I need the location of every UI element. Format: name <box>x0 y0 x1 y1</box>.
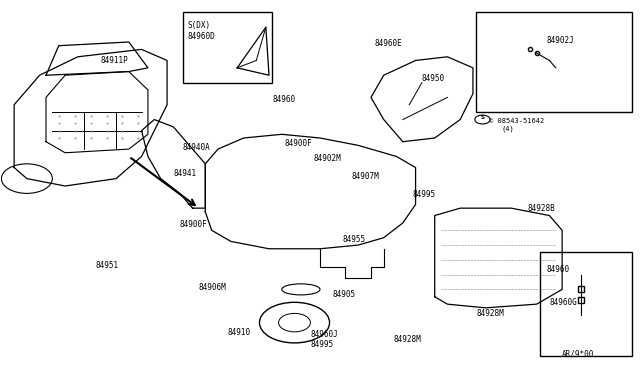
Text: 84960J
84995: 84960J 84995 <box>310 330 338 349</box>
Text: 84905: 84905 <box>333 291 356 299</box>
Text: (4): (4) <box>502 125 515 132</box>
Text: 84960E: 84960E <box>374 39 402 48</box>
Text: 84900F: 84900F <box>285 139 313 148</box>
Text: 84900F: 84900F <box>180 220 207 229</box>
Bar <box>183 13 272 83</box>
Text: 84995: 84995 <box>412 190 436 199</box>
Text: 84941: 84941 <box>173 169 196 177</box>
Text: 84906M: 84906M <box>199 283 227 292</box>
Text: S: S <box>481 115 484 120</box>
Text: 84950: 84950 <box>422 74 445 83</box>
Text: 84940A: 84940A <box>183 143 211 152</box>
Text: 84910: 84910 <box>228 328 251 337</box>
Bar <box>540 253 632 356</box>
Text: 84928M: 84928M <box>476 309 504 318</box>
Text: 84928B: 84928B <box>527 203 555 213</box>
Text: 84955: 84955 <box>342 235 365 244</box>
Text: 84960: 84960 <box>546 264 570 273</box>
Text: 84902M: 84902M <box>314 154 341 163</box>
Text: 84960: 84960 <box>272 95 295 104</box>
Text: 84902J: 84902J <box>546 36 574 45</box>
Text: 84928M: 84928M <box>394 335 421 344</box>
Text: © 08543-51642: © 08543-51642 <box>489 118 544 124</box>
Text: AR/9*00: AR/9*00 <box>562 350 595 359</box>
Text: 84960D: 84960D <box>188 32 215 41</box>
Text: 84960G: 84960G <box>549 298 577 307</box>
Text: 84911P: 84911P <box>100 56 128 65</box>
Text: 84951: 84951 <box>96 261 119 270</box>
Text: S(DX): S(DX) <box>188 21 211 30</box>
Text: 84907M: 84907M <box>352 172 380 181</box>
Bar <box>476 13 632 112</box>
